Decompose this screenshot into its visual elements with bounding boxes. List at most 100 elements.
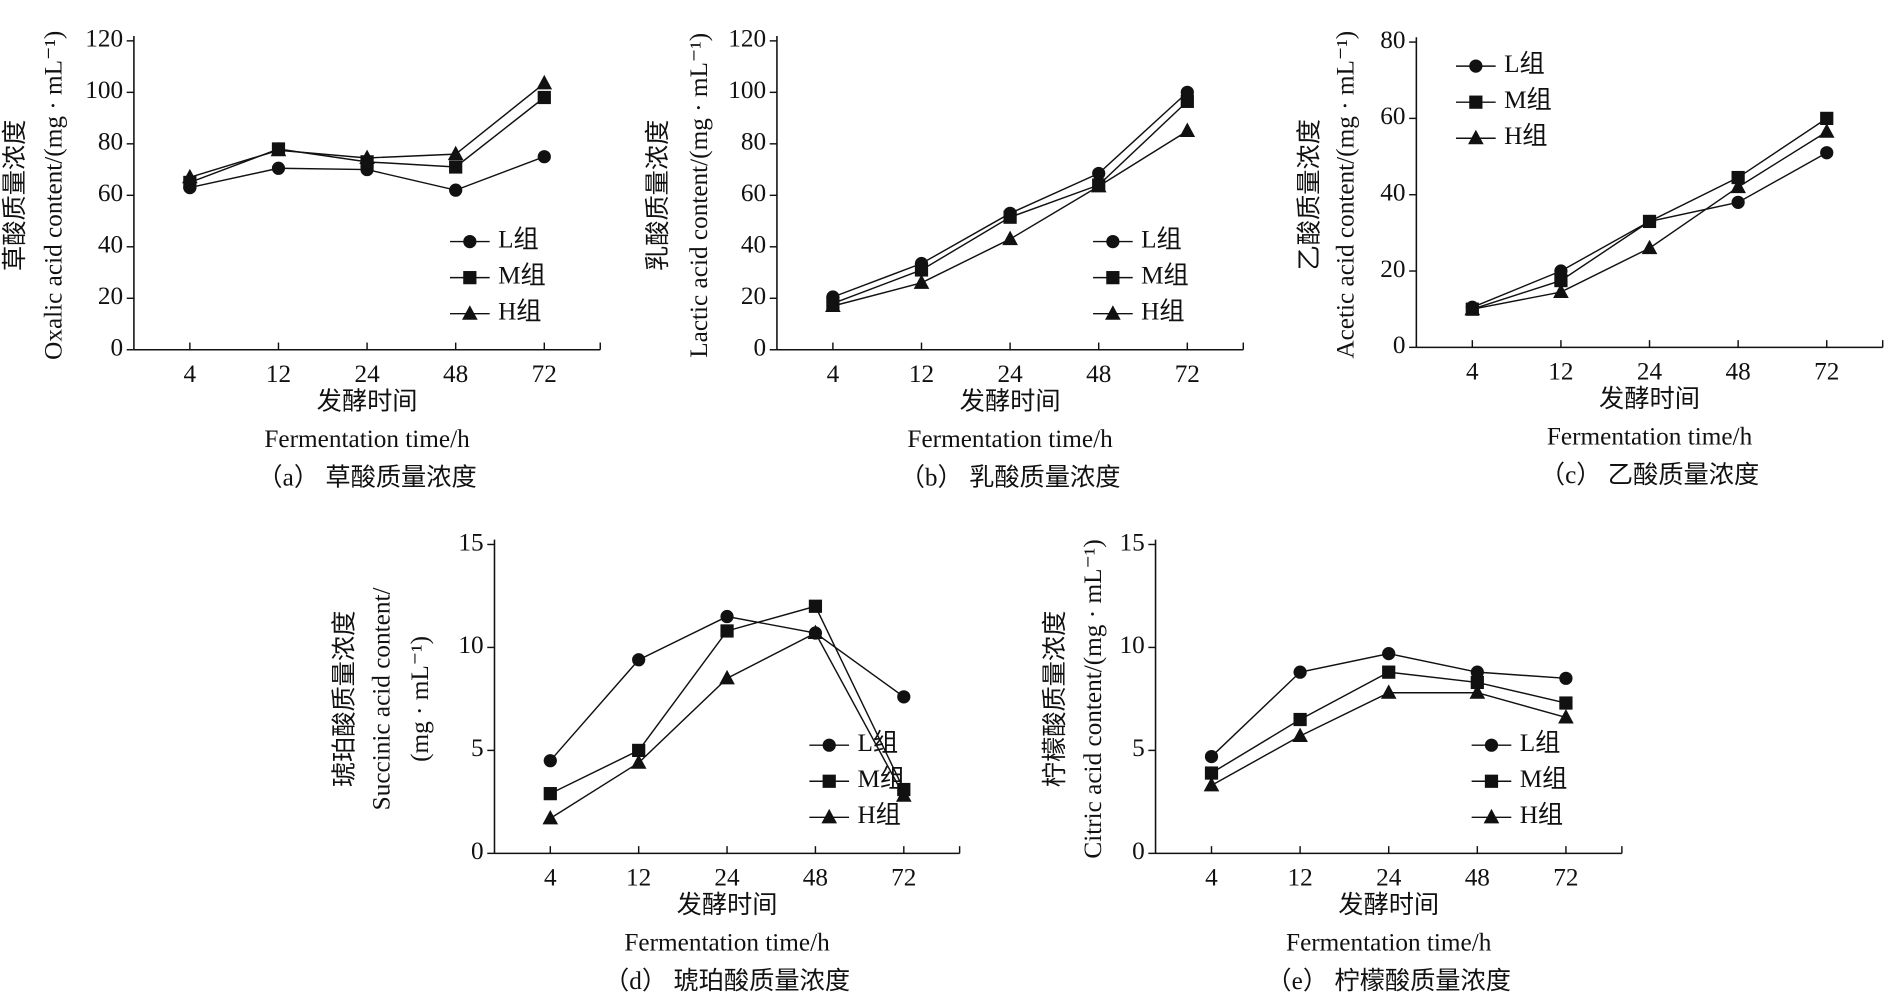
- x-tick-label: 24: [1637, 359, 1663, 386]
- y-tick-label: 0: [1132, 838, 1145, 865]
- marker: [1553, 283, 1569, 299]
- marker: [536, 74, 553, 90]
- marker: [1204, 766, 1219, 780]
- subchart-caption: （e） 柠檬酸质量浓度: [1266, 967, 1511, 995]
- y-axis-label: Succinic acid content/: [369, 587, 396, 811]
- series-line: [549, 632, 905, 819]
- marker: [1731, 195, 1745, 209]
- x-tick-label: 4: [1205, 865, 1218, 892]
- x-tick-label: 72: [1553, 865, 1578, 892]
- subchart-caption: （a） 草酸质量浓度: [257, 463, 476, 491]
- y-tick-label: 60: [98, 180, 123, 207]
- y-tick-label: 10: [458, 632, 483, 659]
- y-tick-label: 40: [1380, 180, 1405, 207]
- marker: [632, 653, 646, 667]
- y-tick-label: 100: [728, 77, 766, 104]
- marker: [542, 809, 559, 825]
- marker: [1818, 123, 1835, 138]
- x-axis-label: Fermentation time/h: [1286, 930, 1492, 957]
- x-tick-label: 72: [1175, 361, 1200, 388]
- x-tick-label: 12: [626, 865, 651, 892]
- y-tick-label: 0: [753, 335, 766, 362]
- legend-label: M组: [857, 765, 905, 793]
- marker: [825, 297, 841, 313]
- legend-label: L组: [1141, 225, 1182, 253]
- y-axis-label: 乳酸质量浓度: [644, 120, 672, 271]
- marker: [630, 754, 647, 769]
- marker: [1470, 675, 1484, 690]
- y-tick-label: 80: [98, 129, 123, 156]
- y-axis-label: Oxalic acid content/(mg · mL⁻¹): [41, 31, 68, 360]
- marker: [913, 274, 930, 289]
- legend-marker: [1469, 59, 1483, 73]
- marker: [897, 690, 911, 704]
- legend-label: L组: [857, 729, 898, 757]
- marker: [1293, 712, 1307, 727]
- x-tick-label: 24: [997, 361, 1023, 388]
- marker: [1003, 210, 1017, 224]
- marker: [632, 743, 646, 758]
- series-line: [1472, 152, 1828, 308]
- x-axis-label: Fermentation time/h: [264, 426, 470, 453]
- subchart: 0 20 40 60 80 100 120 4 12 24 48 72 发酵时间 Fermentation…: [1, 26, 601, 491]
- y-tick-label: 80: [1380, 27, 1405, 54]
- marker: [1293, 665, 1307, 679]
- marker: [1642, 214, 1657, 229]
- marker: [1292, 727, 1308, 742]
- legend-label: L组: [498, 225, 539, 253]
- y-axis-label: 柠檬酸质量浓度: [1041, 611, 1069, 788]
- y-tick-label: 20: [741, 283, 766, 310]
- x-axis-label: Fermentation time/h: [624, 930, 830, 957]
- x-tick-label: 4: [184, 361, 197, 388]
- x-axis-label: 发酵时间: [1599, 385, 1700, 413]
- series-line: [832, 91, 1188, 298]
- x-tick-label: 4: [1466, 359, 1479, 386]
- y-tick-label: 40: [98, 232, 123, 259]
- y-tick-label: 60: [741, 180, 766, 207]
- marker: [895, 787, 912, 802]
- legend-marker: [1106, 271, 1120, 285]
- x-axis-label: Fermentation time/h: [907, 426, 1113, 453]
- legend-label: H组: [1141, 297, 1184, 325]
- subchart: 0 20 40 60 80 100 120 4 12 24 48 72 发酵时间 Fermentation…: [644, 26, 1244, 491]
- x-tick-label: 48: [1465, 865, 1490, 892]
- x-tick-label: 4: [544, 865, 557, 892]
- marker: [720, 609, 734, 624]
- marker: [1469, 684, 1486, 699]
- marker: [807, 624, 824, 640]
- legend-marker: [822, 774, 836, 788]
- marker: [914, 263, 929, 277]
- marker: [1558, 709, 1574, 724]
- marker: [543, 754, 557, 768]
- marker: [1090, 177, 1107, 193]
- x-axis-label: 发酵时间: [677, 891, 778, 919]
- x-tick-label: 72: [532, 361, 557, 388]
- marker: [1380, 684, 1397, 699]
- marker: [1002, 230, 1018, 246]
- marker: [1382, 647, 1396, 661]
- x-axis-label: 发酵时间: [1338, 891, 1439, 919]
- y-tick-label: 120: [85, 26, 123, 53]
- marker: [808, 599, 823, 613]
- legend-label: H组: [1504, 122, 1547, 150]
- legend-marker: [1484, 774, 1499, 788]
- marker: [1641, 239, 1658, 255]
- x-axis-label: Fermentation time/h: [1547, 423, 1753, 450]
- y-axis-label: 乙酸质量浓度: [1296, 119, 1324, 270]
- subchart-caption: （c） 乙酸质量浓度: [1540, 461, 1759, 489]
- y-axis-label: 草酸质量浓度: [1, 120, 29, 271]
- marker: [359, 149, 375, 164]
- y-tick-label: 10: [1119, 632, 1144, 659]
- legend-label: M组: [1141, 261, 1189, 289]
- x-axis-label: 发酵时间: [317, 388, 418, 416]
- series-line: [832, 100, 1188, 305]
- marker: [1464, 300, 1481, 316]
- x-tick-label: 72: [891, 865, 916, 892]
- y-tick-label: 0: [110, 335, 123, 362]
- legend-label: L组: [1520, 729, 1561, 757]
- legend-marker: [1105, 305, 1121, 320]
- legend-label: L组: [1504, 50, 1545, 78]
- x-tick-label: 72: [1814, 359, 1839, 386]
- series-line: [549, 615, 905, 762]
- x-tick-label: 24: [354, 361, 380, 388]
